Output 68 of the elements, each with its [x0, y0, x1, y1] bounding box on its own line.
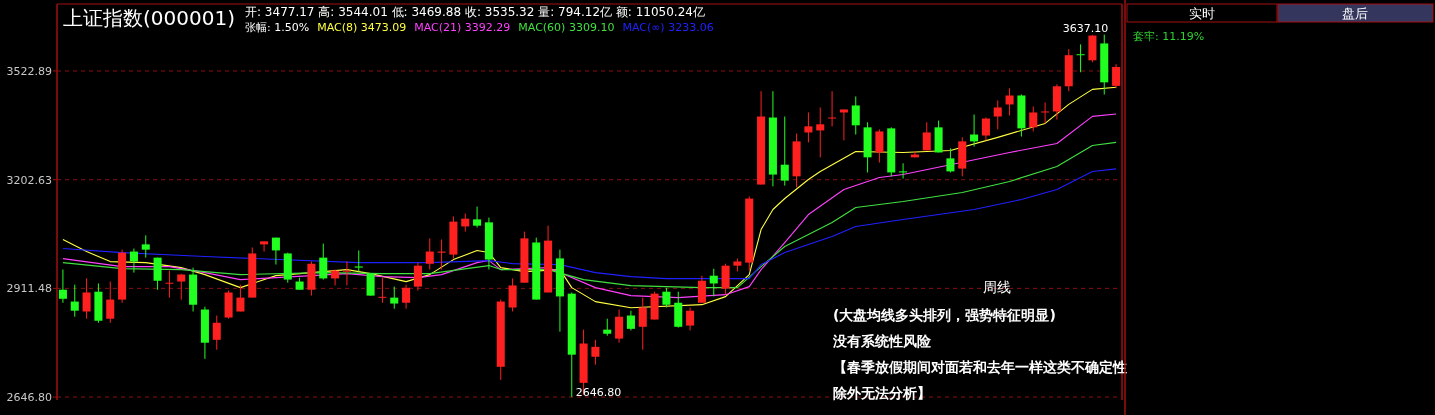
candlestick [721, 263, 730, 295]
candlestick [626, 310, 635, 331]
candlestick [1112, 63, 1121, 89]
candlestick [1041, 101, 1050, 124]
candlestick [839, 108, 848, 141]
annotation: 周线 [983, 279, 1011, 295]
text: MAC(∞) 3233.06 [622, 21, 714, 34]
candlestick [425, 237, 434, 271]
candlestick [378, 277, 387, 304]
candlestick [331, 269, 340, 286]
chart-subtitle: 开: 3477.17 高: 3544.01 低: 3469.88 收: 3535.32 量: 794.12亿 额: 11050.24亿 [245, 5, 705, 19]
y-tick-label: 2646.80 [6, 391, 52, 405]
candlestick [1005, 87, 1014, 117]
y-tick-label: 3522.89 [6, 64, 52, 78]
text: MAC(8) 3473.09 [317, 21, 407, 34]
candlestick [141, 234, 150, 259]
annotation: 【春季放假期间对面若和去年一样这类不确定性除外无法分析】 [833, 358, 1128, 403]
candlestick [875, 128, 884, 164]
candlestick [697, 275, 706, 304]
candlestick [981, 117, 990, 141]
candlestick [70, 284, 79, 318]
candlestick [816, 106, 825, 158]
candlestick [165, 270, 174, 299]
candlestick [106, 281, 115, 324]
candlestick [780, 116, 789, 187]
annotation: (大盘均线多头排列，强势特征明显) [833, 306, 1057, 325]
candlestick [473, 206, 482, 229]
candlestick [615, 309, 624, 344]
candlestick [1029, 105, 1038, 132]
candlestick [342, 260, 351, 286]
candlestick [413, 262, 422, 292]
candlestick [993, 99, 1002, 130]
text: 实时 [1189, 6, 1215, 21]
candlestick [271, 237, 280, 266]
candlestick [129, 248, 138, 274]
annotation: 2646.80 [575, 386, 622, 400]
text: MAC(21) 3392.29 [414, 21, 511, 34]
candlestick [1076, 43, 1085, 73]
candlestick [828, 90, 837, 127]
y-tick-label: 3202.63 [6, 173, 52, 187]
text: MAC(60) 3309.10 [518, 21, 615, 34]
candlestick [153, 257, 162, 291]
candlestick [686, 307, 695, 331]
candlestick [260, 240, 269, 253]
annotation: 张幅: 1.50% [245, 21, 310, 34]
candlestick [177, 273, 186, 301]
y-tick-label: 2911.48 [6, 282, 52, 296]
candlestick [638, 297, 647, 351]
candlestick [82, 277, 91, 320]
candlestick [662, 287, 671, 309]
candlestick [804, 111, 813, 143]
candlestick [319, 243, 328, 281]
candlestick [461, 213, 470, 233]
annotation: 3637.10 [1062, 21, 1109, 35]
candlestick [508, 277, 517, 313]
candlestick [851, 95, 860, 136]
annotation: 没有系统性风险 [833, 332, 932, 351]
candlestick [212, 315, 221, 351]
candlestick [390, 286, 399, 310]
text: 盘后 [1342, 6, 1368, 21]
candlestick [946, 147, 955, 173]
text: 套牢: 11.19% [1133, 30, 1205, 43]
candlestick [236, 284, 245, 313]
chart-title: 上证指数(000001) [63, 6, 235, 30]
candlestick [591, 339, 600, 366]
candlestick [354, 249, 363, 272]
candlestick [922, 121, 931, 151]
candlestick [402, 284, 411, 310]
